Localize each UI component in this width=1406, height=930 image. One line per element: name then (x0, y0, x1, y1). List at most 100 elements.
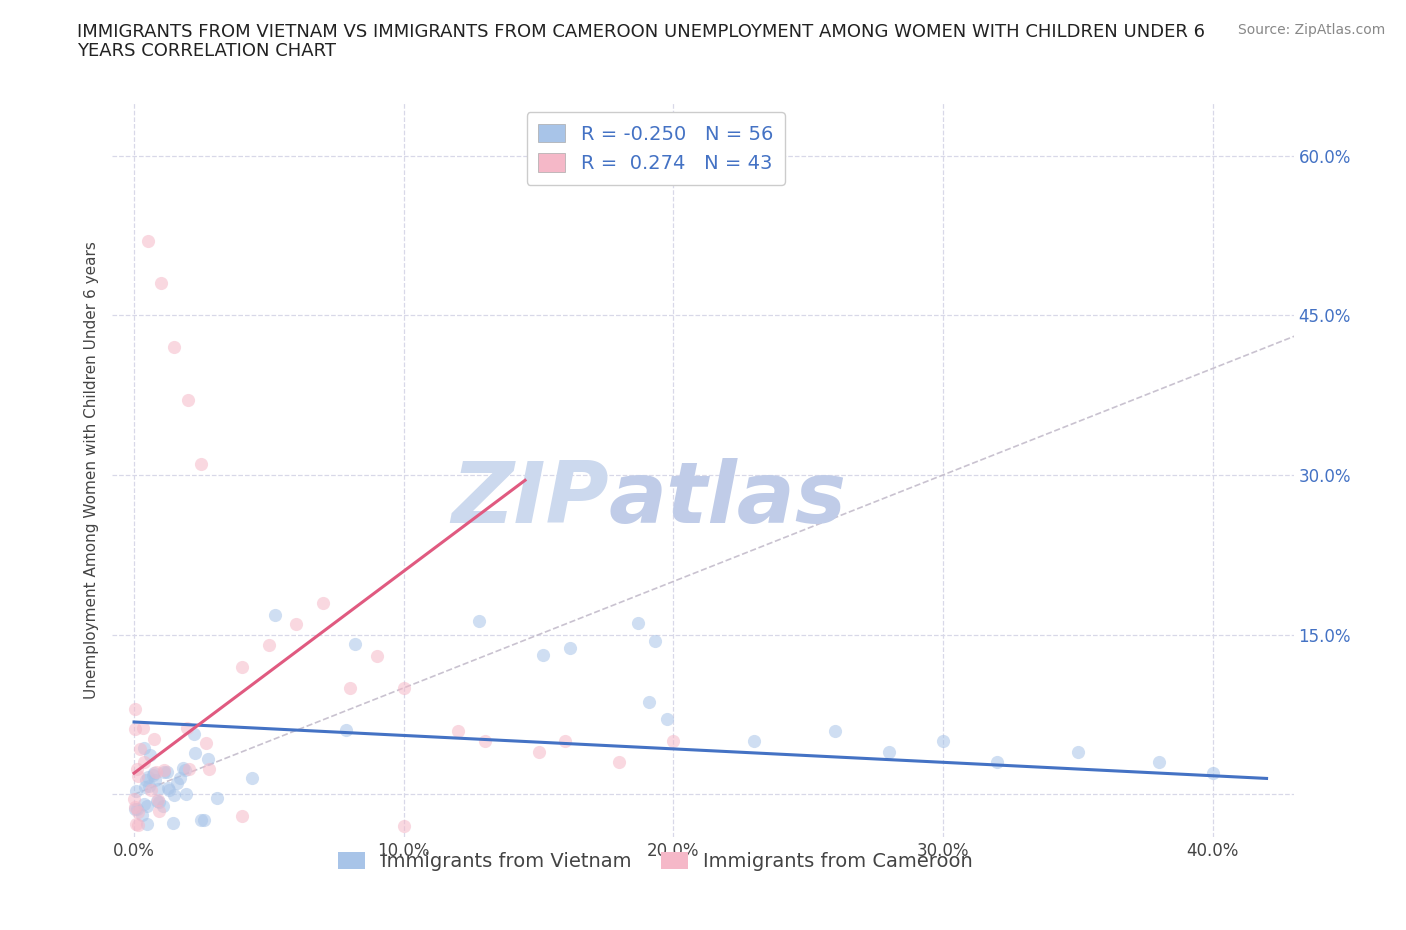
Point (190, 812, 212, 827)
Point (124, 802, 146, 817)
Point (148, 804, 170, 818)
Point (153, 764, 176, 779)
Text: ZIP: ZIP (451, 458, 609, 540)
Point (166, 776, 188, 790)
Point (169, 770, 191, 785)
Point (1201, 765, 1223, 780)
Point (174, 763, 197, 777)
Point (644, 633, 666, 648)
Point (127, 768, 149, 783)
Point (163, 339, 186, 354)
Point (197, 762, 219, 777)
Point (146, 792, 169, 807)
Point (468, 614, 491, 629)
Point (190, 457, 212, 472)
Point (143, 773, 166, 788)
Point (139, 782, 162, 797)
Point (139, 747, 162, 762)
Point (145, 764, 167, 779)
Text: atlas: atlas (609, 458, 846, 540)
Text: YEARS CORRELATION CHART: YEARS CORRELATION CHART (77, 42, 336, 60)
Text: Source: ZipAtlas.com: Source: ZipAtlas.com (1237, 23, 1385, 37)
Point (152, 799, 174, 814)
Point (877, 744, 900, 759)
Point (143, 732, 166, 747)
Point (135, 817, 157, 831)
Point (127, 805, 149, 820)
Point (127, 817, 149, 832)
Point (339, 681, 361, 696)
Point (609, 755, 631, 770)
Point (195, 736, 218, 751)
Text: IMMIGRANTS FROM VIETNAM VS IMMIGRANTS FROM CAMEROON UNEMPLOYMENT AMONG WOMEN WIT: IMMIGRANTS FROM VIETNAM VS IMMIGRANTS FR… (77, 23, 1205, 41)
Point (392, 819, 415, 834)
Point (163, 788, 186, 803)
Point (135, 772, 157, 787)
Point (343, 637, 366, 652)
Point (240, 771, 263, 786)
Point (627, 616, 650, 631)
Point (150, 276, 173, 291)
Point (138, 779, 160, 794)
Point (986, 755, 1008, 770)
Point (174, 786, 197, 801)
Point (146, 794, 169, 809)
Point (231, 808, 253, 823)
Point (177, 393, 200, 408)
Point (136, 798, 159, 813)
Point (179, 762, 201, 777)
Y-axis label: Unemployment Among Women with Children Under 6 years: Unemployment Among Women with Children U… (84, 241, 100, 698)
Point (142, 767, 165, 782)
Point (637, 695, 659, 710)
Point (132, 796, 155, 811)
Point (657, 711, 679, 726)
Point (231, 659, 253, 674)
Point (446, 724, 468, 738)
Point (127, 762, 149, 777)
Point (125, 802, 148, 817)
Point (132, 741, 155, 756)
Point (662, 734, 685, 749)
Point (176, 721, 198, 736)
Point (136, 770, 159, 785)
Point (392, 681, 415, 696)
Point (125, 817, 148, 831)
Point (142, 765, 165, 780)
Point (207, 790, 229, 805)
Point (558, 640, 581, 655)
Point (554, 734, 576, 749)
Point (474, 734, 496, 749)
Point (183, 726, 205, 741)
Point (193, 812, 215, 827)
Point (1067, 744, 1090, 759)
Point (146, 781, 169, 796)
Point (527, 744, 550, 759)
Point (257, 638, 280, 653)
Point (153, 763, 176, 777)
Point (155, 765, 177, 780)
Point (366, 648, 388, 663)
Point (742, 734, 765, 749)
Point (284, 617, 307, 631)
Point (172, 761, 194, 776)
Point (162, 816, 184, 830)
Point (131, 807, 153, 822)
Point (312, 595, 335, 610)
Point (148, 795, 170, 810)
Point (124, 791, 146, 806)
Legend: Immigrants from Vietnam, Immigrants from Cameroon: Immigrants from Vietnam, Immigrants from… (330, 844, 981, 879)
Point (1147, 755, 1170, 770)
Point (132, 721, 155, 736)
Point (335, 722, 357, 737)
Point (129, 741, 152, 756)
Point (125, 784, 148, 799)
Point (132, 755, 155, 770)
Point (932, 734, 955, 749)
Point (824, 724, 846, 738)
Point (263, 608, 285, 623)
Point (124, 800, 146, 815)
Point (157, 780, 180, 795)
Point (136, 233, 159, 248)
Point (531, 647, 554, 662)
Point (124, 722, 146, 737)
